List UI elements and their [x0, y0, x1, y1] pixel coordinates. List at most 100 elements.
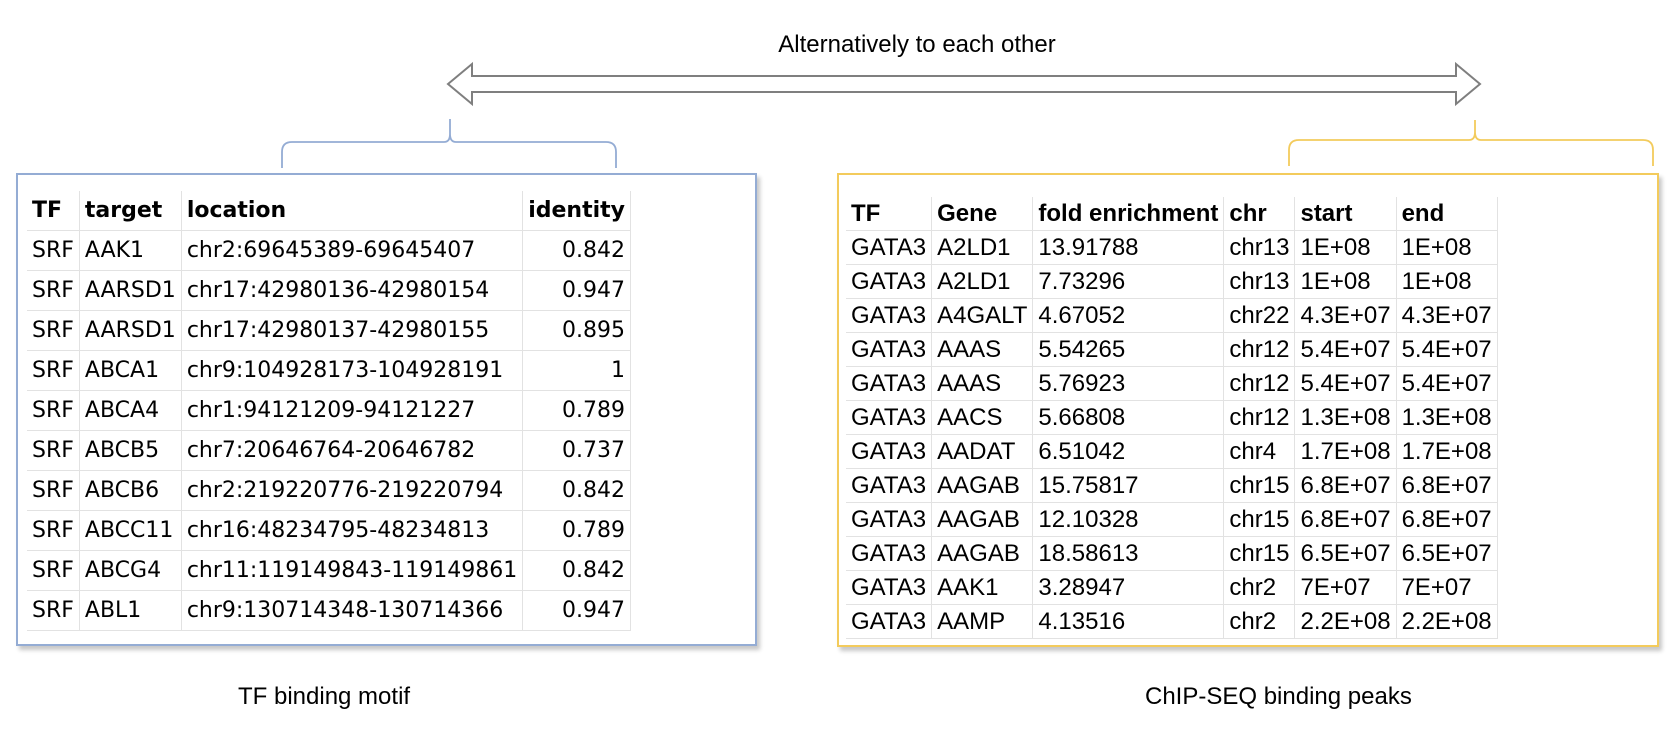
chr-cell: chr13	[1223, 230, 1296, 265]
chr-cell: chr15	[1223, 468, 1296, 503]
end-cell: 1E+08	[1395, 230, 1498, 265]
end-cell: 2.2E+08	[1395, 604, 1498, 639]
chip-header-chr: chr	[1223, 197, 1296, 231]
target-cell: ABCB5	[78, 430, 182, 471]
fold-enrichment-cell: 6.51042	[1032, 434, 1225, 469]
chr-cell: chr12	[1223, 400, 1296, 435]
table-row: GATA3 A2LD1 7.73296 chr13 1E+08 1E+08	[846, 264, 1498, 299]
tf-cell: GATA3	[846, 400, 933, 435]
fold-enrichment-cell: 18.58613	[1032, 536, 1225, 571]
gene-cell: AADAT	[931, 434, 1034, 469]
chip-table-panel: TF Gene fold enrichment chr start end GA…	[837, 173, 1659, 647]
end-cell: 1.7E+08	[1395, 434, 1498, 469]
start-cell: 6.5E+07	[1294, 536, 1397, 571]
tf-cell: GATA3	[846, 604, 933, 639]
target-cell: ABCA4	[78, 390, 182, 431]
gene-cell: A2LD1	[931, 264, 1034, 299]
tf-cell: GATA3	[846, 264, 933, 299]
tf-cell: SRF	[27, 350, 80, 391]
tf-cell: GATA3	[846, 570, 933, 605]
table-row: SRF ABCA1 chr9:104928173-104928191 1	[27, 350, 631, 391]
chip-header-fold-enrichment: fold enrichment	[1032, 197, 1225, 231]
table-row: SRF ABCB5 chr7:20646764-20646782 0.737	[27, 430, 631, 471]
target-cell: ABCC11	[78, 510, 182, 551]
identity-cell: 0.842	[522, 550, 631, 591]
gene-cell: AAK1	[931, 570, 1034, 605]
table-row: SRF AARSD1 chr17:42980136-42980154 0.947	[27, 270, 631, 311]
table-row: SRF ABL1 chr9:130714348-130714366 0.947	[27, 590, 631, 631]
chr-cell: chr4	[1223, 434, 1296, 469]
identity-cell: 0.842	[522, 470, 631, 511]
end-cell: 4.3E+07	[1395, 298, 1498, 333]
start-cell: 7E+07	[1294, 570, 1397, 605]
location-cell: chr2:219220776-219220794	[180, 470, 524, 511]
location-cell: chr7:20646764-20646782	[180, 430, 524, 471]
identity-cell: 0.947	[522, 270, 631, 311]
end-cell: 6.8E+07	[1395, 502, 1498, 537]
table-row: GATA3 AAAS 5.54265 chr12 5.4E+07 5.4E+07	[846, 332, 1498, 367]
motif-header-target: target	[78, 191, 182, 231]
chr-cell: chr15	[1223, 536, 1296, 571]
identity-cell: 0.789	[522, 510, 631, 551]
start-cell: 1E+08	[1294, 264, 1397, 299]
tf-cell: SRF	[27, 230, 80, 271]
start-cell: 4.3E+07	[1294, 298, 1397, 333]
location-cell: chr2:69645389-69645407	[180, 230, 524, 271]
end-cell: 5.4E+07	[1395, 332, 1498, 367]
fold-enrichment-cell: 3.28947	[1032, 570, 1225, 605]
tf-cell: GATA3	[846, 434, 933, 469]
chr-cell: chr13	[1223, 264, 1296, 299]
table-row: GATA3 AACS 5.66808 chr12 1.3E+08 1.3E+08	[846, 400, 1498, 435]
location-cell: chr9:104928173-104928191	[180, 350, 524, 391]
start-cell: 1E+08	[1294, 230, 1397, 265]
end-cell: 1E+08	[1395, 264, 1498, 299]
fold-enrichment-cell: 5.66808	[1032, 400, 1225, 435]
start-cell: 1.7E+08	[1294, 434, 1397, 469]
identity-cell: 0.947	[522, 590, 631, 631]
fold-enrichment-cell: 13.91788	[1032, 230, 1225, 265]
chip-caption: ChIP-SEQ binding peaks	[1145, 683, 1412, 710]
end-cell: 5.4E+07	[1395, 366, 1498, 401]
table-row: SRF AAK1 chr2:69645389-69645407 0.842	[27, 230, 631, 271]
chr-cell: chr22	[1223, 298, 1296, 333]
tf-cell: SRF	[27, 590, 80, 631]
target-cell: ABCG4	[78, 550, 182, 591]
target-cell: ABCB6	[78, 470, 182, 511]
table-row: SRF ABCB6 chr2:219220776-219220794 0.842	[27, 470, 631, 511]
tf-cell: SRF	[27, 270, 80, 311]
end-cell: 1.3E+08	[1395, 400, 1498, 435]
tf-cell: GATA3	[846, 366, 933, 401]
start-cell: 2.2E+08	[1294, 604, 1397, 639]
tf-cell: SRF	[27, 390, 80, 431]
table-row: GATA3 A4GALT 4.67052 chr22 4.3E+07 4.3E+07	[846, 298, 1498, 333]
fold-enrichment-cell: 12.10328	[1032, 502, 1225, 537]
tf-cell: SRF	[27, 550, 80, 591]
tf-cell: SRF	[27, 510, 80, 551]
target-cell: AAK1	[78, 230, 182, 271]
start-cell: 1.3E+08	[1294, 400, 1397, 435]
identity-cell: 0.789	[522, 390, 631, 431]
gene-cell: AAAS	[931, 332, 1034, 367]
tf-cell: SRF	[27, 470, 80, 511]
chip-header-start: start	[1294, 197, 1397, 231]
chip-header-row: TF Gene fold enrichment chr start end	[846, 197, 1498, 231]
gene-cell: AAGAB	[931, 502, 1034, 537]
fold-enrichment-cell: 15.75817	[1032, 468, 1225, 503]
identity-cell: 1	[522, 350, 631, 391]
chr-cell: chr15	[1223, 502, 1296, 537]
tf-cell: SRF	[27, 310, 80, 351]
chr-cell: chr2	[1223, 570, 1296, 605]
end-cell: 6.8E+07	[1395, 468, 1498, 503]
end-cell: 7E+07	[1395, 570, 1498, 605]
tf-cell: GATA3	[846, 536, 933, 571]
start-cell: 6.8E+07	[1294, 468, 1397, 503]
table-row: SRF ABCC11 chr16:48234795-48234813 0.789	[27, 510, 631, 551]
fold-enrichment-cell: 4.13516	[1032, 604, 1225, 639]
identity-cell: 0.842	[522, 230, 631, 271]
table-row: GATA3 AAAS 5.76923 chr12 5.4E+07 5.4E+07	[846, 366, 1498, 401]
target-cell: AARSD1	[78, 270, 182, 311]
location-cell: chr9:130714348-130714366	[180, 590, 524, 631]
location-cell: chr16:48234795-48234813	[180, 510, 524, 551]
gene-cell: A2LD1	[931, 230, 1034, 265]
start-cell: 6.8E+07	[1294, 502, 1397, 537]
